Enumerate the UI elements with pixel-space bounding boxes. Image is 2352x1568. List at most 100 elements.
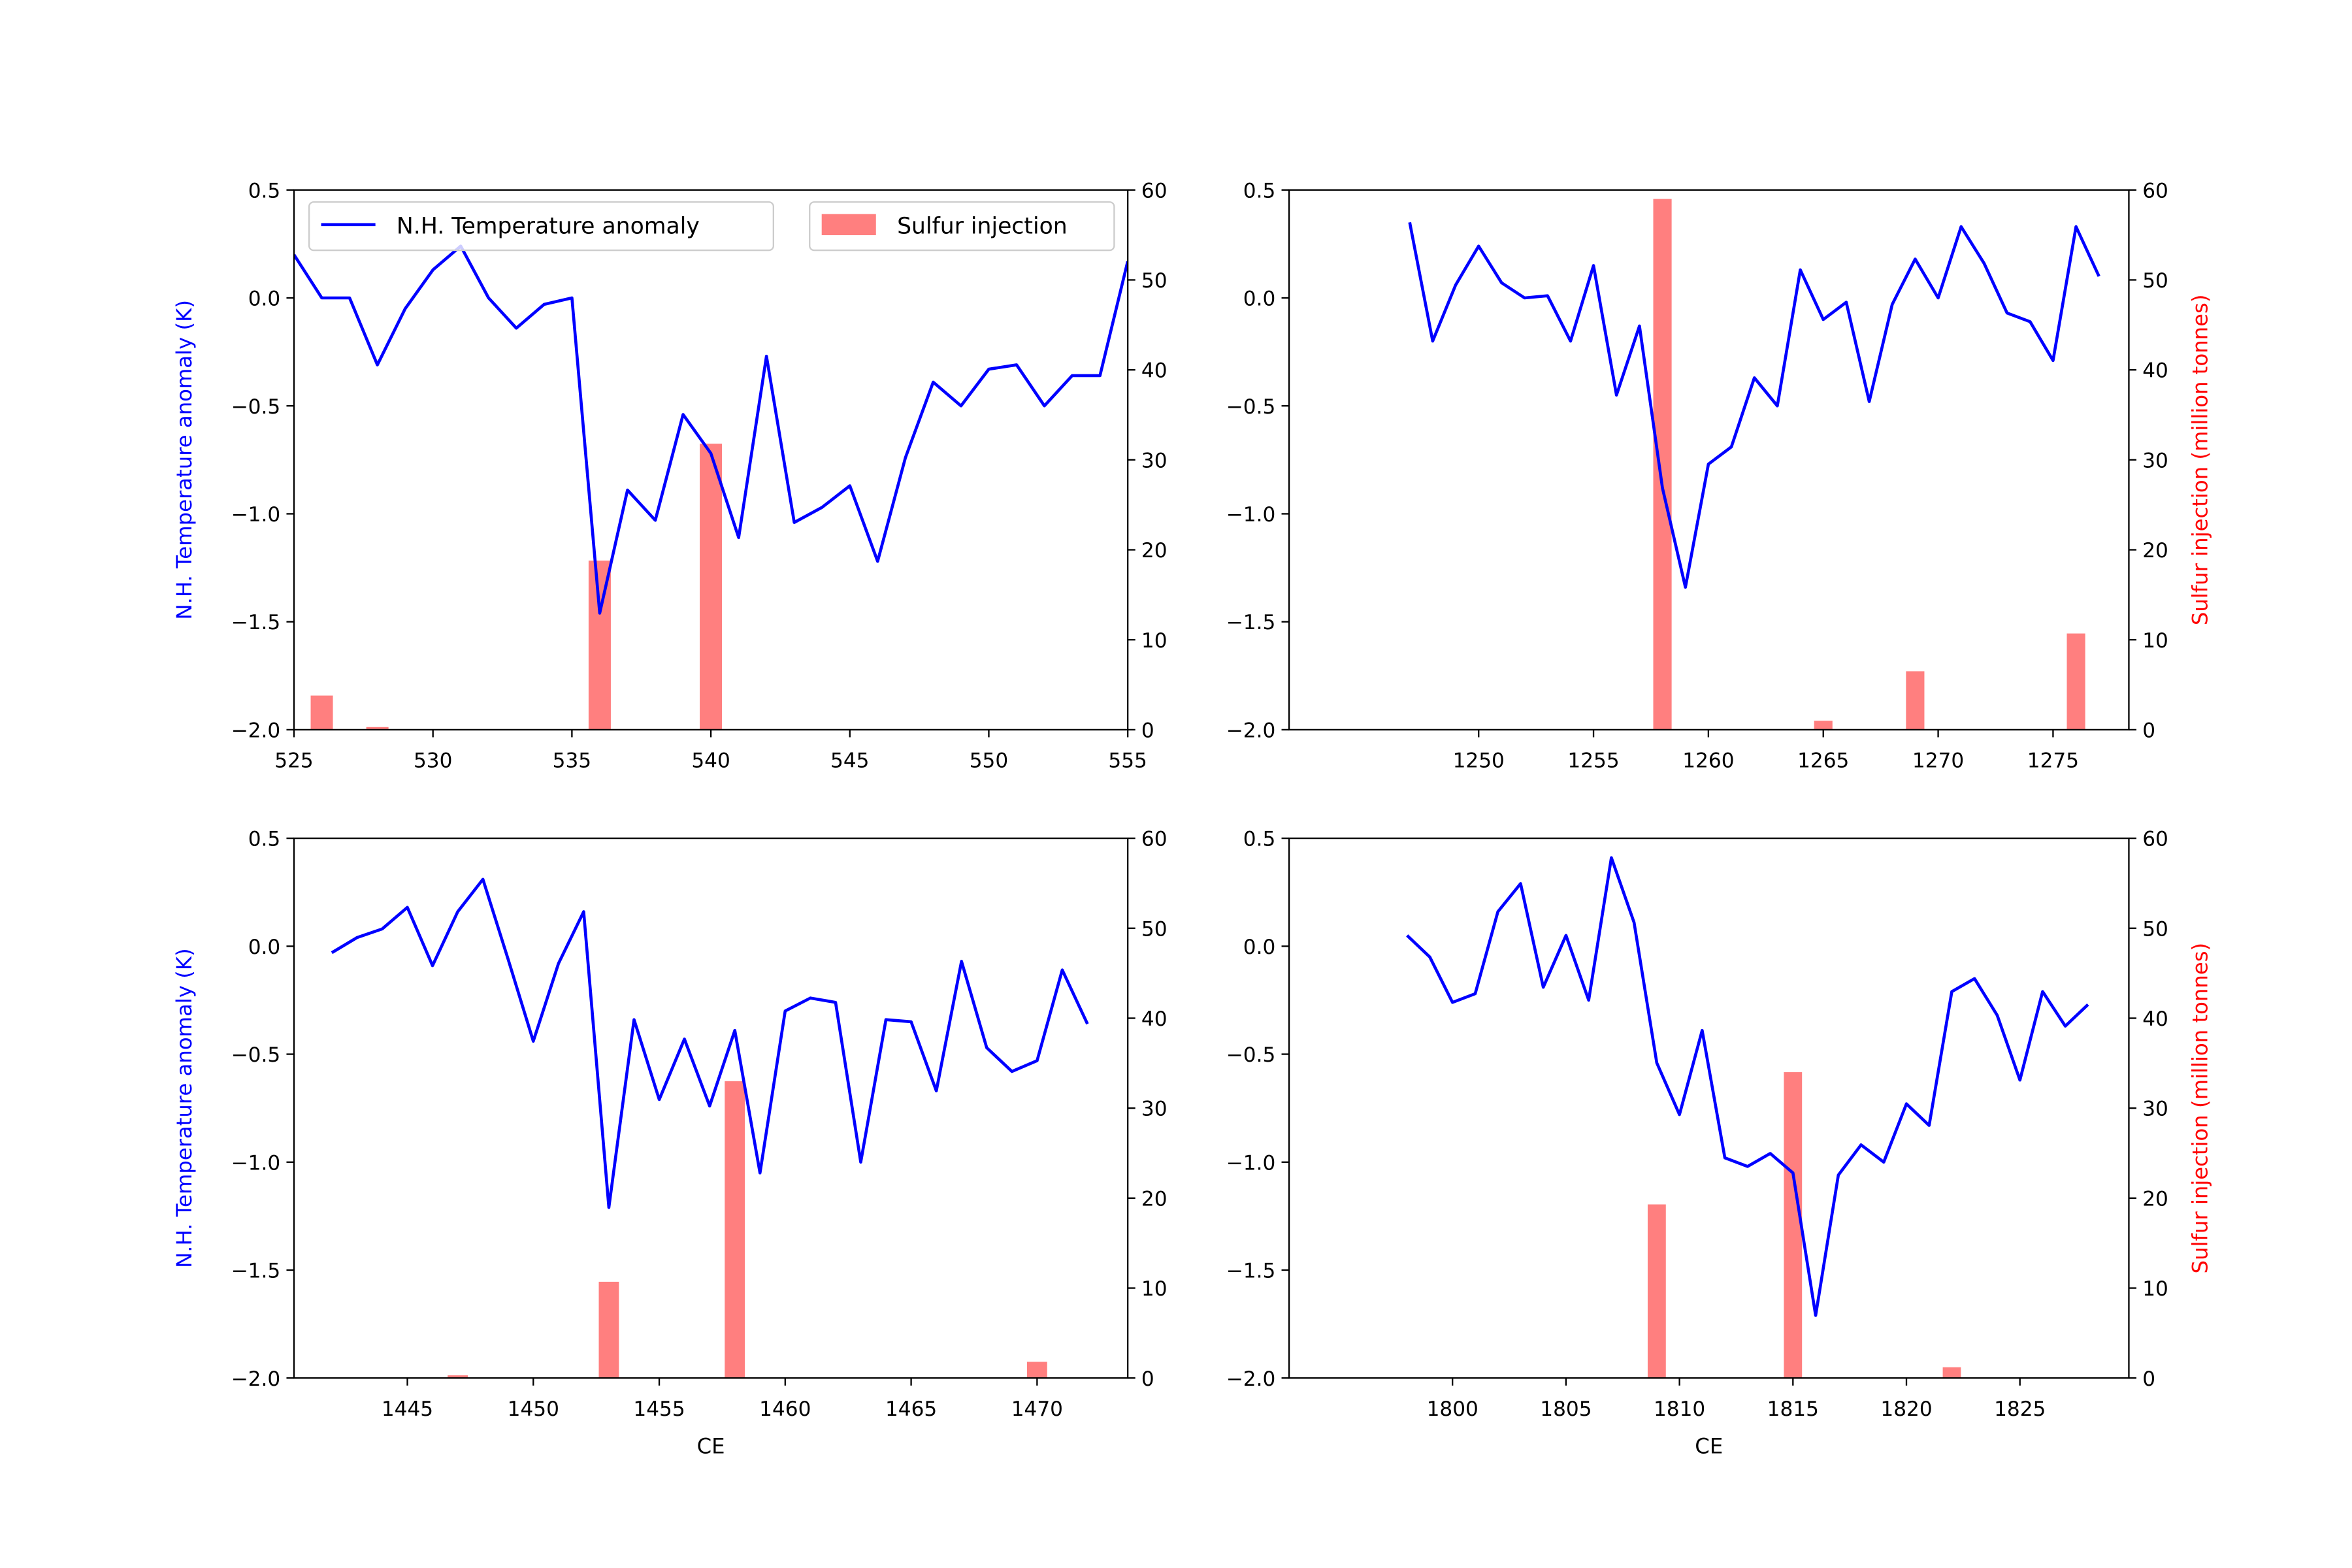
y-left-tick-label: −1.5: [231, 1260, 281, 1283]
y-right-tick-label: 10: [1141, 1277, 1168, 1301]
y-left-tick-label: 0.5: [248, 179, 281, 203]
y-right-tick-label: 60: [2142, 179, 2168, 203]
y-left-tick-label: −0.5: [1226, 395, 1276, 419]
legend-box-bar: [809, 201, 1115, 252]
y-left-tick-label: 0.0: [1243, 936, 1276, 959]
x-tick-label: 1255: [1567, 749, 1619, 773]
x-tick-label: 535: [553, 749, 591, 773]
y-right-tick-label: 50: [2142, 917, 2168, 941]
y-left-tick-label: −2.0: [1226, 719, 1276, 742]
x-tick-label: 545: [830, 749, 869, 773]
y-right-tick-label: 50: [1141, 269, 1168, 293]
x-tick-label: 1445: [382, 1397, 433, 1421]
y-right-tick-label: 50: [2142, 269, 2168, 293]
y-left-axis-label: N.H. Temperature anomaly (K): [172, 948, 197, 1268]
x-tick-label: 1465: [885, 1397, 937, 1421]
sulfur-bar: [448, 1375, 468, 1379]
subplot-4: 1800 1805 1810 1815 1820 1825 0.5 0.0 −0.5 −1.0 −1…: [1226, 828, 2213, 1459]
x-tick-label: 1455: [633, 1397, 685, 1421]
y-left-tick-label: −1.5: [231, 611, 281, 634]
y-left-tick-label: −2.0: [231, 719, 281, 742]
y-right-tick-label: 20: [2142, 1187, 2168, 1211]
y-right-tick-label: 0: [1141, 1367, 1154, 1391]
temperature-line: [331, 877, 1089, 1209]
y-left-tick-label: −1.0: [231, 503, 281, 527]
y-right-tick-label: 0: [2142, 719, 2155, 742]
sulfur-bar: [725, 1081, 745, 1379]
subplot-3: 1445 1450 1455 1460 1465 1470 0.5 0.0 −0.5 −1.0 −1…: [172, 828, 1167, 1459]
y-left-tick-label: −0.5: [1226, 1043, 1276, 1067]
y-right-axis-label: Sulfur injection (million tonnes): [2187, 295, 2212, 626]
x-tick-label: 550: [970, 749, 1008, 773]
y-left-tick-label: 0.0: [248, 287, 281, 311]
x-tick-label: 525: [274, 749, 313, 773]
axes-frame: [293, 837, 1129, 1379]
y-right-tick-label: 10: [2142, 629, 2168, 653]
x-tick-label: 1470: [1011, 1397, 1063, 1421]
temperature-line: [293, 244, 1128, 615]
y-right-tick-label: 40: [2142, 359, 2168, 383]
y-right-tick-label: 40: [1141, 1007, 1168, 1031]
y-left-tick-label: −1.0: [231, 1151, 281, 1175]
y-right-tick-label: 20: [1141, 539, 1168, 563]
legend-box-line: [308, 201, 774, 252]
y-right-tick-label: 10: [2142, 1277, 2168, 1301]
sulfur-bar: [1942, 1367, 1961, 1379]
x-tick-label: 1260: [1682, 749, 1734, 773]
temperature-line: [1408, 221, 2100, 589]
x-axis-label: CE: [697, 1434, 725, 1459]
y-left-tick-label: 0.0: [248, 936, 281, 959]
y-left-tick-label: 0.5: [1243, 179, 1276, 203]
sulfur-bar: [598, 1281, 619, 1379]
x-tick-label: 1815: [1767, 1397, 1819, 1421]
x-tick-label: 555: [1108, 749, 1147, 773]
y-right-tick-label: 20: [1141, 1187, 1168, 1211]
y-left-tick-label: −1.5: [1226, 611, 1276, 634]
x-tick-label: 1275: [2027, 749, 2079, 773]
axes-frame: [1288, 837, 2130, 1379]
x-tick-label: 1450: [508, 1397, 559, 1421]
y-right-tick-label: 60: [2142, 828, 2168, 851]
y-left-tick-label: −2.0: [231, 1367, 281, 1391]
x-tick-label: 1820: [1880, 1397, 1932, 1421]
y-right-tick-label: 0: [2142, 1367, 2155, 1391]
y-left-tick-label: −1.0: [1226, 1151, 1276, 1175]
y-right-tick-label: 30: [2142, 1098, 2168, 1121]
legend-bar-swatch: [821, 214, 876, 235]
y-right-tick-label: 60: [1141, 828, 1168, 851]
y-right-tick-label: 40: [1141, 359, 1168, 383]
y-left-tick-label: 0.5: [248, 828, 281, 851]
y-right-tick-label: 30: [2142, 449, 2168, 472]
y-left-tick-label: −0.5: [231, 1043, 281, 1067]
subplot-2: 1250 1255 1260 1265 1270 1275 0.5 0.0 −0.5 −1.0 −1…: [1226, 179, 2213, 772]
axes-frame: [1288, 189, 2130, 731]
sulfur-bar: [310, 695, 333, 730]
x-tick-label: 1250: [1453, 749, 1505, 773]
sulfur-bar: [1906, 671, 1925, 730]
x-tick-label: 1825: [1994, 1397, 2046, 1421]
y-right-tick-label: 30: [1141, 449, 1168, 472]
y-left-tick-label: 0.0: [1243, 287, 1276, 311]
sulfur-bar: [1026, 1362, 1047, 1379]
x-tick-label: 1265: [1797, 749, 1849, 773]
y-right-axis-label: Sulfur injection (million tonnes): [2187, 943, 2212, 1274]
y-left-tick-label: 0.5: [1243, 828, 1276, 851]
y-right-tick-label: 40: [2142, 1007, 2168, 1031]
x-tick-label: 1270: [1912, 749, 1964, 773]
y-left-tick-label: −1.0: [1226, 503, 1276, 527]
sulfur-bar: [2066, 633, 2085, 730]
y-right-tick-label: 50: [1141, 917, 1168, 941]
x-tick-label: 1810: [1654, 1397, 1705, 1421]
x-axis-label: CE: [1695, 1434, 1723, 1459]
y-right-tick-label: 20: [2142, 539, 2168, 563]
sulfur-bar: [1653, 199, 1672, 730]
legend-entry: Sulfur injection: [897, 214, 1068, 240]
sulfur-bar: [1647, 1204, 1666, 1379]
subplot-1: 525 530 535 540 545 550 555 0.5 0.0 −0.5 −1.0 −1.5 −…: [172, 179, 1167, 772]
legend: N.H. Temperature anomaly Sulfur injection: [308, 201, 1115, 252]
y-left-tick-label: −2.0: [1226, 1367, 1276, 1391]
y-left-axis-label: N.H. Temperature anomaly (K): [172, 300, 197, 620]
sulfur-bar: [366, 727, 389, 730]
sulfur-bar: [1814, 721, 1833, 730]
